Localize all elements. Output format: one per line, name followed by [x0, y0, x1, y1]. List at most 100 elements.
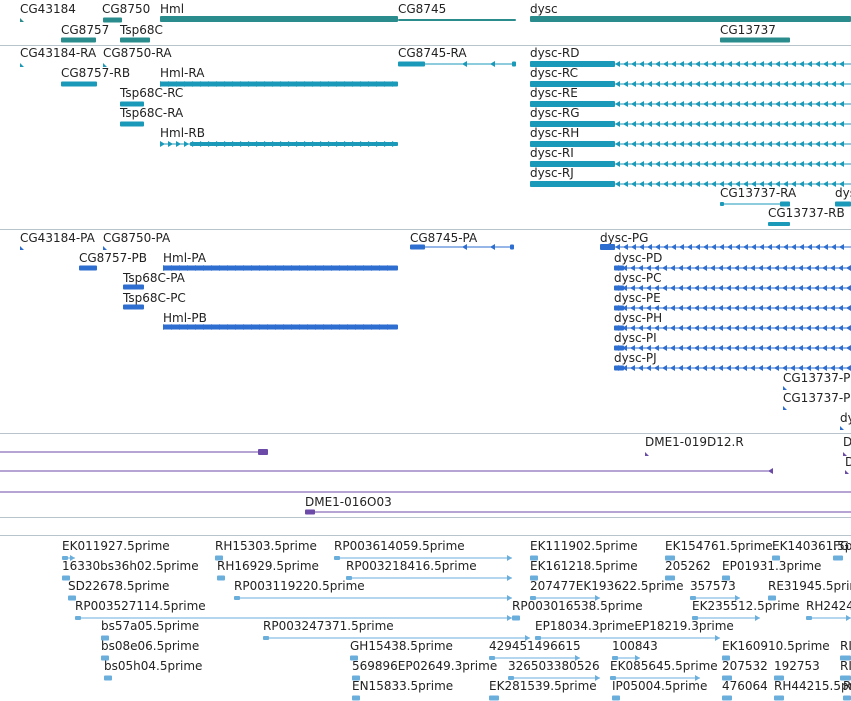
est-block[interactable] [530, 555, 538, 561]
est-block[interactable] [352, 675, 360, 681]
gene-label: CG13737 [720, 23, 776, 37]
strand-arrow-left [655, 101, 660, 107]
protein-exon[interactable] [123, 284, 144, 290]
protein-exon[interactable] [614, 305, 624, 311]
strand-arrow-left [694, 265, 699, 271]
est-block[interactable] [104, 675, 112, 681]
est-block[interactable] [263, 636, 269, 640]
transcript-exon[interactable] [120, 121, 144, 127]
est-block[interactable] [833, 555, 843, 561]
est-block[interactable] [768, 595, 776, 601]
strand-arrow-left [758, 365, 763, 371]
transcript-exon[interactable] [190, 142, 398, 146]
transcript-exon[interactable] [530, 141, 615, 147]
est-block[interactable] [215, 555, 223, 561]
est-block[interactable] [530, 575, 538, 581]
transcript-exon[interactable] [530, 161, 615, 167]
est-block[interactable] [75, 616, 81, 620]
est-block[interactable] [350, 655, 358, 661]
feature-marker[interactable] [843, 452, 847, 456]
feature-marker[interactable] [845, 470, 849, 474]
feature-marker[interactable] [645, 452, 649, 456]
transcript-exon[interactable] [530, 101, 615, 107]
est-block[interactable] [690, 596, 696, 600]
protein-exon[interactable] [614, 325, 624, 331]
gene-bar[interactable] [61, 37, 96, 43]
est-block[interactable] [610, 676, 616, 680]
est-block[interactable] [68, 595, 76, 601]
est-block[interactable] [665, 575, 675, 581]
feature-marker[interactable] [20, 246, 24, 250]
feature-marker[interactable] [783, 386, 787, 390]
est-block[interactable] [774, 695, 784, 701]
est-block[interactable] [692, 616, 698, 620]
est-block[interactable] [508, 676, 514, 680]
est-block[interactable] [489, 695, 499, 701]
feature-marker[interactable] [20, 18, 24, 22]
est-block[interactable] [722, 695, 732, 701]
protein-exon[interactable] [614, 365, 624, 371]
est-block[interactable] [489, 656, 495, 660]
transcript-exon[interactable] [61, 81, 97, 87]
est-block[interactable] [234, 596, 240, 600]
strand-arrow-left [807, 121, 812, 127]
est-block[interactable] [722, 675, 732, 681]
est-block[interactable] [612, 695, 620, 701]
transcript-exon[interactable] [835, 201, 851, 207]
feature-marker[interactable] [103, 63, 107, 67]
est-block[interactable] [722, 575, 730, 581]
transcript-exon[interactable] [398, 61, 425, 67]
feature-marker[interactable] [103, 246, 107, 250]
transcript-exon[interactable] [512, 61, 516, 67]
protein-exon[interactable] [79, 265, 97, 271]
est-block[interactable] [774, 675, 784, 681]
gene-bar[interactable] [720, 37, 790, 43]
transcript-exon[interactable] [780, 201, 790, 207]
est-block[interactable] [334, 556, 340, 560]
est-block[interactable] [352, 695, 360, 701]
est-block[interactable] [535, 636, 541, 640]
feature-marker[interactable] [20, 63, 24, 67]
est-block[interactable] [346, 576, 352, 580]
protein-exon[interactable] [614, 265, 624, 271]
protein-exon[interactable] [614, 345, 624, 351]
transcript-exon[interactable] [530, 181, 615, 187]
feature-bar[interactable] [720, 202, 724, 206]
gene-bar[interactable] [160, 16, 398, 22]
est-block[interactable] [772, 555, 780, 561]
est-block[interactable] [722, 655, 730, 661]
est-block[interactable] [62, 575, 70, 581]
protein-exon[interactable] [600, 244, 615, 250]
gene-bar[interactable] [120, 37, 150, 43]
protein-exon[interactable] [614, 285, 624, 291]
est-block[interactable] [806, 616, 812, 620]
gene-bar[interactable] [398, 19, 516, 21]
transcript-exon[interactable] [530, 121, 615, 127]
est-block[interactable] [62, 556, 68, 560]
est-block[interactable] [665, 555, 675, 561]
est-block[interactable] [530, 596, 536, 600]
gene-bar[interactable] [530, 16, 851, 22]
est-block[interactable] [101, 655, 109, 661]
transcript-exon[interactable] [530, 81, 615, 87]
strand-arrow-left [695, 244, 700, 250]
est-block[interactable] [843, 695, 851, 701]
est-block[interactable] [840, 675, 851, 681]
feature-marker[interactable] [783, 406, 787, 410]
protein-exon[interactable] [410, 244, 425, 250]
feature-bar[interactable] [510, 244, 514, 250]
est-block[interactable] [612, 656, 618, 660]
est-block[interactable] [512, 615, 520, 621]
transcript-exon[interactable] [120, 101, 144, 107]
est-block[interactable] [840, 655, 851, 661]
transcript-exon[interactable] [530, 61, 615, 67]
strand-arrow-left [766, 325, 771, 331]
est-block[interactable] [217, 575, 225, 581]
strand-arrow-left [719, 101, 724, 107]
gene-bar[interactable] [103, 17, 122, 23]
protein-exon[interactable] [123, 304, 144, 310]
est-block[interactable] [101, 635, 109, 641]
clone-end[interactable] [258, 449, 268, 455]
feature-marker[interactable] [840, 426, 844, 430]
transcript-exon[interactable] [768, 222, 790, 226]
